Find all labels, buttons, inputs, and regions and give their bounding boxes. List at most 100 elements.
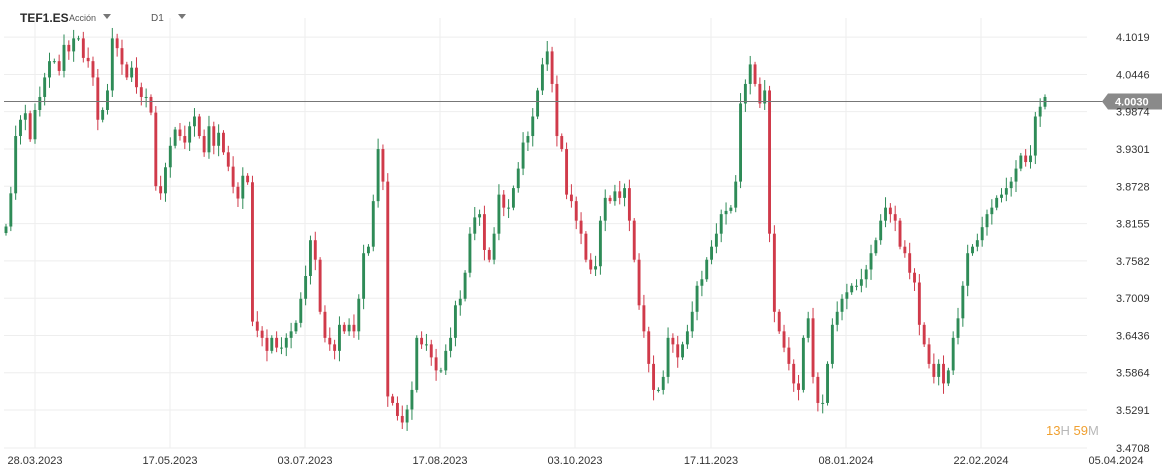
candle-body [487,249,491,260]
candle [772,225,776,323]
candle [922,322,926,347]
candle [927,337,931,369]
candle-body [1014,168,1018,182]
candle [719,209,723,243]
candle [217,124,221,157]
x-tick-label: 03.10.2023 [547,455,602,467]
y-tick-label: 3.7009 [1116,293,1150,305]
timeframe-label[interactable]: D1 [151,13,164,24]
candle-body [444,350,448,371]
candle-body [362,253,366,299]
candle [729,205,733,214]
chart-toolbar: TEF1.ES Acción D1 [0,0,1175,34]
candle [323,305,327,343]
candle-body [603,197,607,221]
candle-body [613,191,617,202]
candle-body [874,240,878,254]
candle [77,35,80,41]
candle [72,29,76,62]
candle-body [270,337,274,351]
candle [618,180,622,205]
symbol-label[interactable]: TEF1.ES [20,11,69,25]
candle-body [135,67,138,88]
candle [705,257,709,282]
candle [173,126,177,149]
candle [511,185,515,211]
candle [115,33,119,57]
candle [260,326,264,347]
candle-body [424,344,428,346]
candle-body [990,207,994,215]
candle-body [62,44,66,71]
x-tick-label: 17.08.2023 [412,455,467,467]
candle [429,339,433,366]
candle [695,281,699,321]
candle-body [521,142,525,169]
candle-body [197,116,201,137]
candle [869,244,873,280]
candle-body [835,311,839,325]
candle-body [246,175,250,183]
candle-body [855,285,858,287]
candle-body [801,337,805,390]
candle [23,104,27,131]
candle-body [328,337,332,345]
candle [980,216,984,247]
candle [487,247,491,263]
candle [197,113,201,139]
candle [710,240,714,265]
candle-body [159,186,163,194]
symbol-dropdown-chevron-icon[interactable] [103,14,111,19]
candle [410,381,414,420]
candle-body [845,292,849,299]
candle [879,214,883,245]
candle [241,167,245,209]
candle-body [922,324,926,345]
candle [826,361,829,406]
candle-body [420,337,424,345]
candle-body [202,136,206,153]
candle [647,326,651,373]
candle [135,57,138,94]
candle-body [618,191,622,198]
candle [415,335,419,393]
candle-body [710,246,714,260]
candle [357,294,361,340]
candle-body [797,383,800,390]
candle [381,144,385,191]
candle [168,137,172,178]
candle-body [255,321,259,331]
candle-countdown: 13H 59M [1046,423,1099,438]
candle-body [777,311,781,332]
candle [748,55,752,95]
candle-body [908,253,912,273]
candle [985,209,989,236]
candle-body [19,119,22,137]
candle [724,202,728,225]
y-tick-label: 4.0446 [1116,69,1150,81]
candle-body [1019,155,1023,169]
candle [318,257,322,315]
candle-body [772,233,776,312]
candle-body [884,207,887,221]
candle-body [550,51,554,84]
timeframe-dropdown-chevron-icon[interactable] [178,14,186,19]
candle [313,231,317,271]
candle-body [1029,155,1032,163]
candle-body [937,363,941,377]
candle-body [869,253,873,270]
candle [584,231,588,263]
candle [864,264,868,288]
candle [589,253,593,275]
candle [43,72,47,106]
candle-body [980,227,984,241]
candle [289,322,293,349]
candle [188,121,192,152]
candle [734,175,738,213]
candle [845,283,849,310]
candle [236,182,240,207]
candle-body [560,136,564,150]
x-tick-label: 08.01.2024 [818,455,873,467]
candle [120,39,124,75]
